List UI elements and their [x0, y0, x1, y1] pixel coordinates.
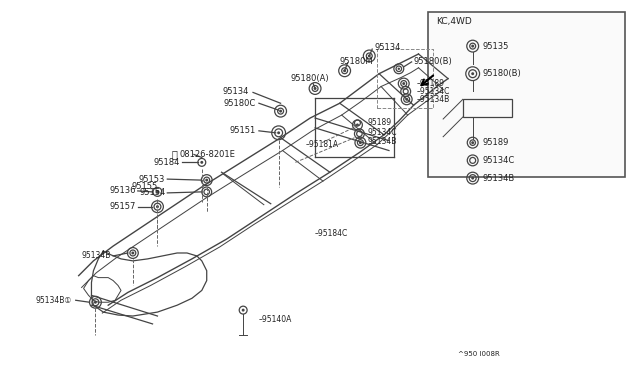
Circle shape	[200, 161, 204, 164]
Text: 95135: 95135	[483, 42, 509, 51]
Text: 95180(B): 95180(B)	[483, 69, 522, 78]
Text: 95184: 95184	[154, 158, 180, 167]
Text: –95140A: –95140A	[259, 315, 292, 324]
Text: 95153: 95153	[139, 174, 165, 184]
Circle shape	[403, 82, 405, 85]
Text: 95151: 95151	[230, 126, 256, 135]
Text: 95155: 95155	[131, 183, 157, 192]
Text: 95157: 95157	[109, 202, 136, 211]
Circle shape	[205, 179, 208, 182]
Text: 95134B: 95134B	[483, 174, 515, 183]
Circle shape	[471, 141, 474, 144]
Text: ^950 I008R: ^950 I008R	[458, 352, 500, 357]
Circle shape	[242, 309, 244, 312]
Circle shape	[397, 68, 400, 70]
Circle shape	[314, 87, 317, 90]
Circle shape	[356, 124, 359, 126]
Text: 95134: 95134	[223, 87, 249, 96]
Text: 95180M: 95180M	[340, 57, 373, 66]
Text: 95180C: 95180C	[224, 99, 256, 108]
Circle shape	[343, 69, 346, 72]
Text: 95180(A): 95180(A)	[291, 74, 329, 83]
Circle shape	[94, 301, 97, 304]
Text: 95134C: 95134C	[367, 128, 397, 137]
Circle shape	[405, 98, 408, 101]
Circle shape	[368, 54, 371, 57]
Circle shape	[277, 131, 280, 134]
Text: –95184C: –95184C	[315, 229, 348, 238]
Text: ⒱: ⒱	[172, 150, 177, 160]
Text: 95154: 95154	[139, 188, 165, 198]
Text: –95181A: –95181A	[305, 140, 339, 149]
Text: 95134: 95134	[374, 43, 401, 52]
Circle shape	[471, 45, 474, 48]
Circle shape	[156, 205, 159, 208]
Text: 95134B: 95134B	[367, 137, 397, 146]
Text: 95134B: 95134B	[82, 251, 111, 260]
Circle shape	[156, 190, 159, 194]
Text: KC,4WD: KC,4WD	[436, 17, 472, 26]
Text: 95134B①: 95134B①	[35, 296, 72, 305]
Circle shape	[471, 72, 474, 75]
Text: –95189: –95189	[417, 79, 445, 88]
Text: –95134B: –95134B	[417, 95, 450, 104]
Circle shape	[131, 251, 134, 254]
Text: 95136: 95136	[109, 186, 136, 195]
Text: 08126-8201E: 08126-8201E	[179, 150, 235, 159]
Bar	[428, 12, 625, 177]
Circle shape	[279, 110, 282, 113]
Text: 95180(B): 95180(B)	[413, 57, 452, 66]
Bar	[463, 99, 512, 117]
Text: 95189: 95189	[367, 118, 392, 128]
Text: 95134C: 95134C	[483, 156, 515, 165]
Text: 95189: 95189	[483, 138, 509, 147]
Text: –95134C: –95134C	[417, 87, 450, 96]
Circle shape	[471, 177, 474, 180]
Circle shape	[359, 141, 362, 144]
